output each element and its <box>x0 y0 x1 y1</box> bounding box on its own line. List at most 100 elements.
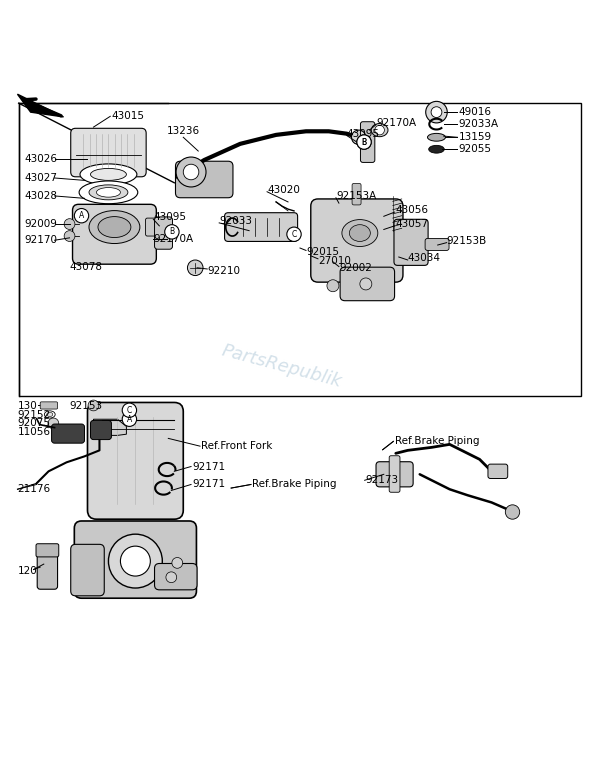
Polygon shape <box>17 95 64 117</box>
Circle shape <box>360 278 372 290</box>
Circle shape <box>122 412 137 426</box>
Text: 11056: 11056 <box>17 427 50 437</box>
Text: A: A <box>127 415 132 424</box>
Text: 92002: 92002 <box>339 264 372 274</box>
FancyBboxPatch shape <box>52 424 85 443</box>
Circle shape <box>357 135 371 150</box>
Circle shape <box>109 534 163 588</box>
Circle shape <box>287 227 301 242</box>
FancyBboxPatch shape <box>394 219 428 265</box>
Circle shape <box>88 400 99 411</box>
Circle shape <box>505 505 520 519</box>
Text: 92015: 92015 <box>306 247 339 257</box>
Text: 92170A: 92170A <box>154 234 193 244</box>
Ellipse shape <box>89 185 128 200</box>
Text: 27010: 27010 <box>318 256 351 266</box>
FancyBboxPatch shape <box>73 205 157 264</box>
Text: Ref.Brake Piping: Ref.Brake Piping <box>252 480 337 490</box>
Text: 43056: 43056 <box>396 205 429 215</box>
Text: 43015: 43015 <box>112 112 145 122</box>
FancyBboxPatch shape <box>71 544 104 596</box>
Text: 43028: 43028 <box>25 191 58 201</box>
Circle shape <box>166 572 176 583</box>
FancyBboxPatch shape <box>71 129 146 177</box>
Text: 49016: 49016 <box>458 107 491 117</box>
Ellipse shape <box>428 133 445 141</box>
Text: 92210: 92210 <box>207 266 240 276</box>
Text: 43057: 43057 <box>396 219 429 229</box>
Text: 130: 130 <box>17 401 37 411</box>
Circle shape <box>176 157 206 187</box>
FancyBboxPatch shape <box>88 402 183 519</box>
Circle shape <box>122 403 137 418</box>
Text: 43026: 43026 <box>25 153 58 164</box>
Text: 92055: 92055 <box>458 144 491 154</box>
Text: C: C <box>127 406 132 415</box>
FancyBboxPatch shape <box>155 563 197 590</box>
Text: 13159: 13159 <box>458 133 492 143</box>
Circle shape <box>357 135 371 150</box>
Text: 92033: 92033 <box>219 216 252 226</box>
Circle shape <box>74 208 89 223</box>
Circle shape <box>426 102 447 123</box>
Text: 92153A: 92153A <box>336 191 376 201</box>
Text: 43034: 43034 <box>408 253 441 264</box>
Text: 92171: 92171 <box>192 462 226 471</box>
Ellipse shape <box>98 216 131 238</box>
Ellipse shape <box>79 181 138 204</box>
Circle shape <box>121 546 151 576</box>
FancyBboxPatch shape <box>361 122 375 163</box>
Text: 13236: 13236 <box>167 126 200 136</box>
Text: 92153: 92153 <box>70 401 103 411</box>
FancyBboxPatch shape <box>340 267 395 301</box>
Circle shape <box>431 107 442 118</box>
Bar <box>19 103 581 397</box>
Text: 43020: 43020 <box>267 185 300 195</box>
FancyBboxPatch shape <box>36 544 59 557</box>
FancyBboxPatch shape <box>311 199 403 282</box>
Text: 92033A: 92033A <box>458 119 499 129</box>
Circle shape <box>352 130 366 144</box>
Circle shape <box>187 260 203 276</box>
Ellipse shape <box>429 146 444 153</box>
FancyBboxPatch shape <box>91 420 112 439</box>
FancyBboxPatch shape <box>155 217 172 250</box>
Circle shape <box>327 280 339 291</box>
Text: B: B <box>169 227 175 236</box>
Ellipse shape <box>47 412 53 416</box>
Text: B: B <box>361 138 367 146</box>
FancyBboxPatch shape <box>175 161 233 198</box>
Text: 120: 120 <box>17 567 37 577</box>
FancyBboxPatch shape <box>425 239 449 250</box>
FancyBboxPatch shape <box>352 184 361 205</box>
Text: 92009: 92009 <box>25 219 58 229</box>
Text: 43095: 43095 <box>154 212 187 222</box>
Text: C: C <box>292 229 296 239</box>
FancyBboxPatch shape <box>224 212 298 242</box>
Text: 43078: 43078 <box>70 263 103 272</box>
Circle shape <box>172 557 182 568</box>
Circle shape <box>48 418 59 429</box>
Text: Ref.Front Fork: Ref.Front Fork <box>201 441 272 451</box>
FancyBboxPatch shape <box>146 218 163 236</box>
Text: A: A <box>79 212 84 220</box>
Circle shape <box>64 219 75 229</box>
Ellipse shape <box>97 188 121 197</box>
Text: 21176: 21176 <box>17 484 50 494</box>
Circle shape <box>165 225 179 239</box>
Text: 43095: 43095 <box>347 129 380 139</box>
Ellipse shape <box>91 168 127 181</box>
Text: 92170: 92170 <box>25 236 58 245</box>
Text: Ref.Brake Piping: Ref.Brake Piping <box>395 436 479 446</box>
Ellipse shape <box>342 219 378 246</box>
Ellipse shape <box>371 123 388 136</box>
Text: 92170A: 92170A <box>377 118 417 128</box>
Text: B: B <box>361 138 367 146</box>
FancyBboxPatch shape <box>74 521 196 598</box>
Text: 92173: 92173 <box>366 475 399 485</box>
Text: 92152: 92152 <box>17 410 50 420</box>
Text: PartsRepublik: PartsRepublik <box>220 342 344 391</box>
Text: 92171: 92171 <box>192 480 226 490</box>
Text: 43027: 43027 <box>25 173 58 183</box>
Ellipse shape <box>44 411 55 418</box>
